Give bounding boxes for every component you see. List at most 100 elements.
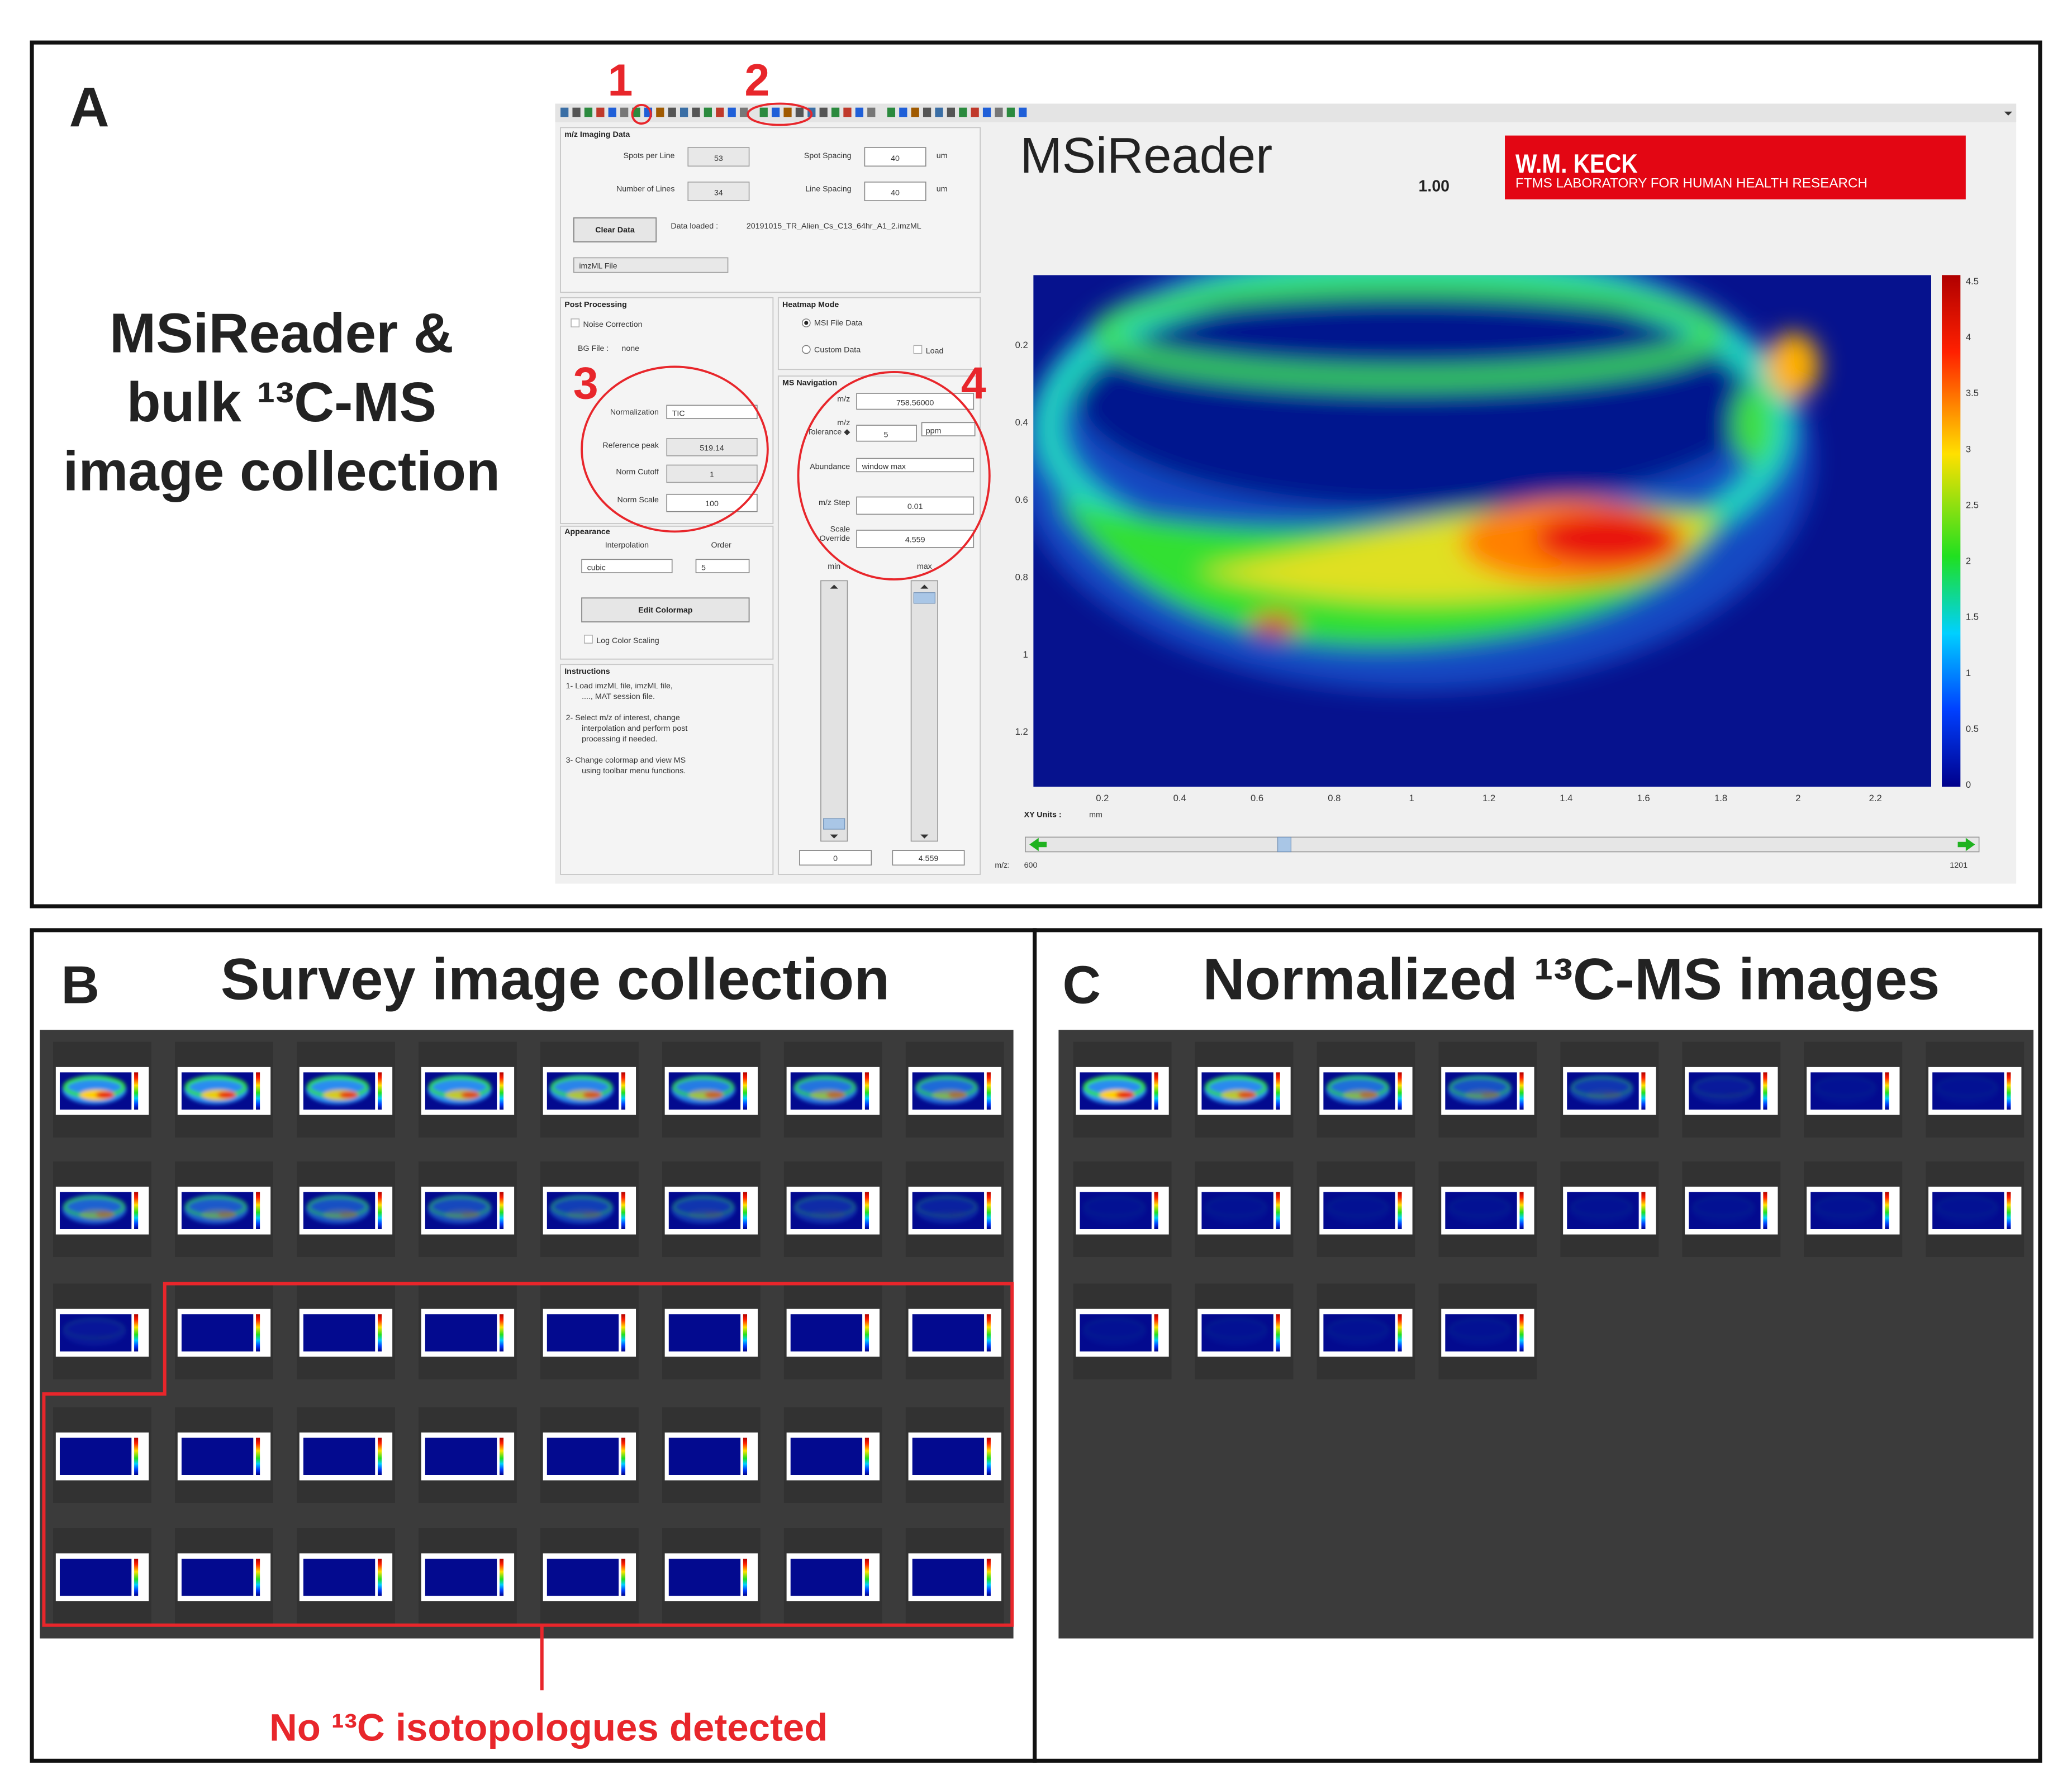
slider-thumb[interactable] [823, 818, 845, 830]
toolbar-icon[interactable] [947, 107, 956, 117]
toolbar-icon[interactable] [656, 107, 664, 117]
input[interactable] [864, 182, 926, 201]
instruction-line: 3- Change colormap and view MS [566, 756, 686, 765]
toolbar-icon[interactable] [679, 107, 688, 117]
thumbnail-colorbar [1276, 1192, 1280, 1229]
toolbar-icon[interactable] [596, 107, 605, 117]
toolbar-icon[interactable] [923, 107, 932, 117]
blob [1603, 1091, 1622, 1098]
toolbar-icon[interactable] [995, 107, 1003, 117]
toolbar-icon[interactable] [692, 107, 700, 117]
slider-thumb[interactable] [913, 592, 935, 604]
instruction-line: using toolbar menu functions. [582, 767, 686, 775]
toolbar-icon[interactable] [572, 107, 581, 117]
thumbnail-image [668, 1558, 741, 1596]
checkbox-label: Log Color Scaling [596, 636, 659, 645]
toolbar-icon[interactable] [819, 107, 828, 117]
toolbar-icon[interactable] [843, 107, 852, 117]
blob [1813, 1195, 1878, 1224]
thumbnail-colorbar [1885, 1192, 1889, 1229]
thumbnail-colorbar [134, 1314, 139, 1352]
input[interactable] [856, 425, 917, 442]
blob [1448, 1195, 1512, 1224]
app-title: MSiReader [1020, 127, 1272, 184]
group-box [560, 525, 774, 660]
instruction-line: 2- Select m/z of interest, change [566, 713, 680, 722]
toolbar-icon[interactable] [560, 107, 569, 117]
blob [1814, 1076, 1876, 1098]
thumbnail-colorbar [621, 1314, 626, 1352]
x-tick-label: 0.8 [1328, 793, 1341, 803]
dropdown[interactable] [921, 422, 976, 436]
dropdown[interactable] [581, 559, 673, 573]
blob [1326, 1195, 1390, 1224]
toolbar-icon[interactable] [1006, 107, 1015, 117]
toolbar-icon[interactable] [911, 107, 919, 117]
xy-units-value: mm [1089, 811, 1102, 820]
thumbnail-colorbar [1276, 1314, 1280, 1352]
toolbar-icon[interactable] [982, 107, 991, 117]
blob [1724, 1092, 1743, 1098]
dropdown[interactable] [856, 458, 975, 473]
toolbar-icon[interactable] [1019, 107, 1027, 117]
slider[interactable] [910, 580, 938, 842]
toolbar-icon[interactable] [739, 107, 748, 117]
checkbox[interactable] [913, 345, 923, 354]
thumbnail-image [790, 1314, 863, 1352]
blob [1692, 1195, 1755, 1218]
toolbar-icon[interactable] [935, 107, 943, 117]
slider-thumb[interactable] [1277, 836, 1291, 853]
toolbar-icon[interactable] [855, 107, 863, 117]
input[interactable] [892, 850, 965, 866]
checkbox[interactable] [571, 318, 580, 327]
thumbnail-signal [1082, 1195, 1147, 1224]
thumbnail-image [912, 1438, 985, 1475]
blob [1692, 1076, 1755, 1098]
thumbnail-signal [62, 1195, 126, 1224]
field-label: Normalization [610, 408, 659, 417]
input[interactable] [666, 493, 758, 512]
toolbar-icon[interactable] [584, 107, 593, 117]
toolbar-icon[interactable] [795, 107, 804, 117]
input[interactable] [856, 530, 975, 548]
toolbar-icon[interactable] [608, 107, 616, 117]
toolbar-icon[interactable] [971, 107, 979, 117]
toolbar-icon[interactable] [831, 107, 840, 117]
thumbnail-signal [793, 1075, 857, 1105]
radio[interactable] [801, 345, 811, 354]
checkbox[interactable] [584, 635, 593, 644]
toolbar-icon[interactable] [783, 107, 792, 117]
dropdown-value: 5 [701, 563, 706, 572]
blob [582, 1091, 602, 1098]
colorbar-tick-label: 3 [1966, 444, 1971, 454]
instruction-line: interpolation and perform post [582, 724, 687, 733]
blob [1691, 1195, 1756, 1224]
toolbar-icon[interactable] [887, 107, 896, 117]
toolbar-icon[interactable] [704, 107, 712, 117]
thumbnail-signal [915, 1195, 979, 1224]
logo [1505, 135, 1966, 199]
toolbar-icon[interactable] [668, 107, 676, 117]
field-label: Tolerance ◆ [807, 428, 850, 437]
toolbar-icon[interactable] [959, 107, 967, 117]
input[interactable] [799, 850, 872, 866]
button[interactable] [581, 597, 750, 623]
dropdown [573, 257, 729, 273]
toolbar-menu[interactable] [2004, 111, 2013, 116]
button[interactable] [573, 217, 657, 242]
input[interactable] [864, 147, 926, 167]
toolbar-icon[interactable] [867, 107, 876, 117]
slider[interactable] [820, 580, 848, 842]
colorbar [1942, 275, 1961, 787]
mz-slider[interactable] [1025, 836, 1980, 853]
toolbar-icon[interactable] [899, 107, 907, 117]
thumbnail-signal [1570, 1195, 1634, 1224]
thumbnail-signal [1204, 1195, 1268, 1224]
input[interactable] [856, 496, 975, 515]
toolbar-icon[interactable] [620, 107, 629, 117]
toolbar-icon[interactable] [728, 107, 736, 117]
toolbar-icon[interactable] [716, 107, 724, 117]
dropdown[interactable] [695, 559, 750, 573]
toolbar-icon[interactable] [771, 107, 780, 117]
toolbar-icon[interactable] [759, 107, 768, 117]
